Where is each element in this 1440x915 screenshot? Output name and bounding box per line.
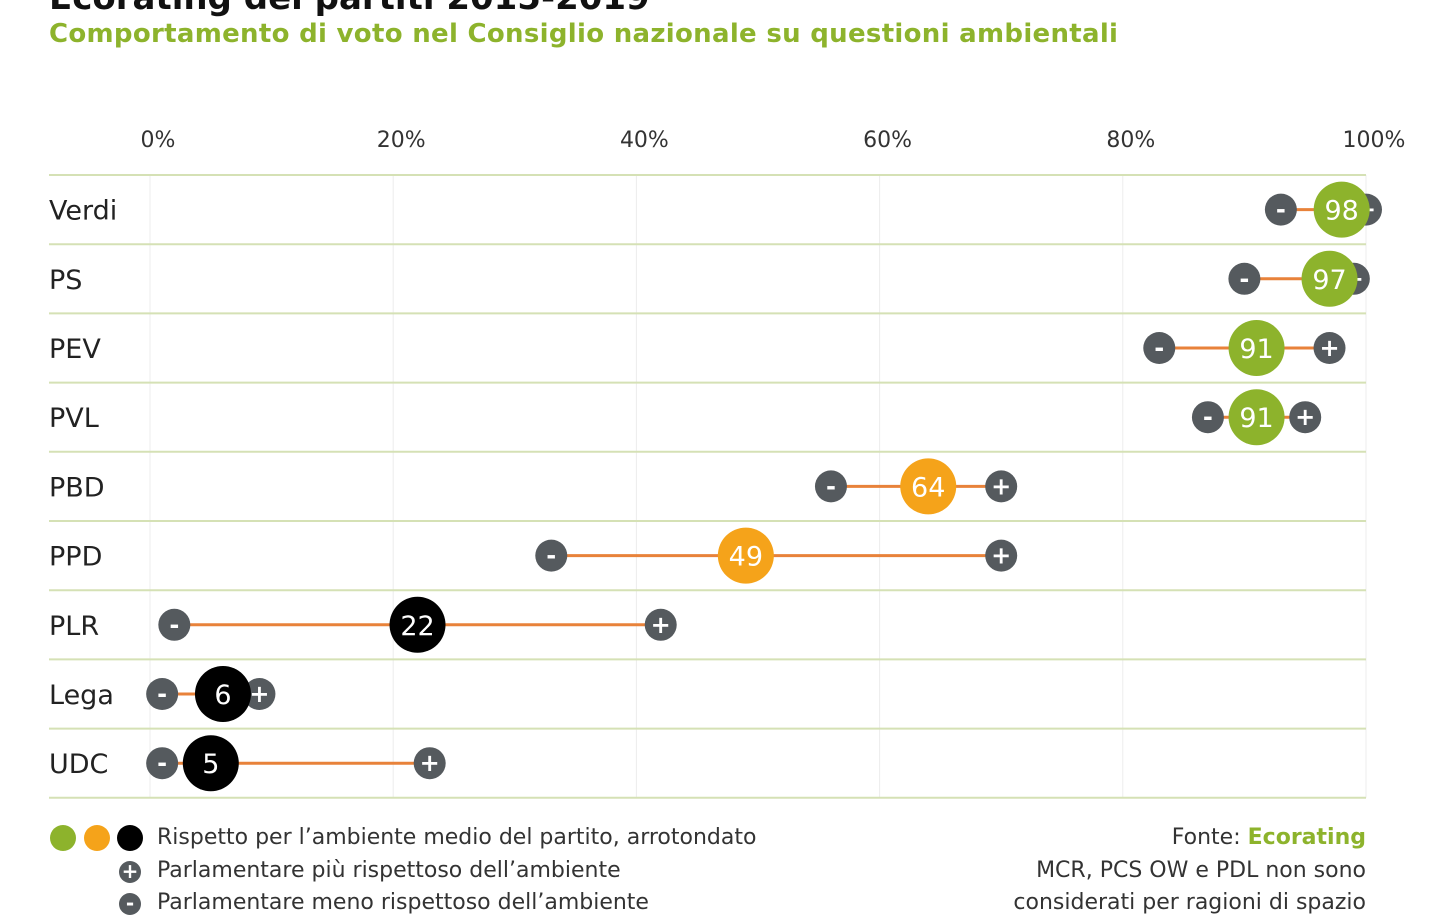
max-marker-symbol: + bbox=[1295, 403, 1315, 431]
max-marker bbox=[1313, 332, 1346, 364]
min-marker-symbol: - bbox=[1154, 334, 1164, 362]
legend-green-dot bbox=[50, 825, 76, 851]
max-marker-symbol: + bbox=[651, 611, 671, 639]
legend-black-dot bbox=[117, 825, 143, 851]
party-label: Verdi bbox=[49, 196, 117, 227]
minus-icon: - bbox=[119, 893, 141, 915]
max-marker bbox=[243, 678, 276, 710]
min-marker-symbol: - bbox=[157, 680, 167, 708]
chart-title: Ecorating dei partiti 2015-2019 bbox=[49, 0, 650, 18]
mean-dot bbox=[900, 458, 957, 515]
x-tick-label: 0% bbox=[141, 128, 176, 153]
max-marker-symbol: + bbox=[420, 749, 440, 777]
max-marker bbox=[985, 539, 1018, 572]
source: Fonte: Ecorating bbox=[1172, 825, 1366, 850]
mean-label: 91 bbox=[1239, 403, 1273, 434]
x-tick-label: 20% bbox=[377, 128, 426, 153]
mean-dot bbox=[194, 666, 251, 722]
source-brand-logo: Ecorating bbox=[1247, 825, 1366, 850]
party-label: PLR bbox=[49, 611, 99, 642]
chart-subtitle: Comportamento di voto nel Consiglio nazi… bbox=[49, 19, 1119, 49]
max-marker-symbol: + bbox=[991, 472, 1011, 500]
min-marker-symbol: - bbox=[157, 749, 167, 777]
x-tick-label: 80% bbox=[1106, 128, 1155, 153]
plus-icon: + bbox=[119, 861, 141, 883]
mean-dot bbox=[1228, 320, 1285, 376]
max-marker bbox=[1289, 401, 1322, 434]
mean-label: 98 bbox=[1325, 196, 1359, 227]
min-marker bbox=[146, 747, 179, 780]
min-marker-symbol: - bbox=[1239, 265, 1249, 293]
party-label: UDC bbox=[49, 749, 108, 780]
mean-dot bbox=[717, 527, 774, 584]
x-tick-label: 40% bbox=[620, 128, 669, 153]
source-note-line2: considerati per ragioni di spazio bbox=[1013, 890, 1366, 915]
mean-dot bbox=[1301, 250, 1358, 307]
max-marker bbox=[644, 608, 677, 641]
min-marker-symbol: - bbox=[169, 611, 179, 639]
mean-dot bbox=[1313, 181, 1370, 238]
dot-range-chart: 0%20%40%60%80%100%Verdi+-98PS+-97PEV+-91… bbox=[49, 128, 1406, 799]
min-marker-symbol: - bbox=[546, 542, 556, 570]
legend-orange-dot bbox=[84, 825, 110, 851]
min-marker bbox=[1143, 332, 1176, 364]
source-note-line1: MCR, PCS OW e PDL non sono bbox=[1036, 858, 1366, 883]
x-tick-label: 100% bbox=[1343, 128, 1406, 153]
min-marker-symbol: - bbox=[1276, 196, 1286, 224]
min-marker-symbol: - bbox=[826, 472, 836, 500]
mean-label: 97 bbox=[1312, 265, 1346, 296]
min-marker bbox=[158, 608, 191, 641]
mean-label: 5 bbox=[202, 749, 219, 780]
party-label: PS bbox=[49, 265, 82, 296]
mean-label: 91 bbox=[1239, 334, 1273, 365]
min-marker bbox=[814, 470, 847, 503]
x-tick-label: 60% bbox=[863, 128, 912, 153]
party-label: PEV bbox=[49, 334, 101, 365]
legend-min-label: Parlamentare meno rispettoso dell’ambien… bbox=[157, 890, 649, 915]
min-marker bbox=[146, 678, 179, 710]
mean-label: 64 bbox=[911, 472, 945, 503]
max-marker-symbol: + bbox=[991, 542, 1011, 570]
party-label: PVL bbox=[49, 403, 99, 434]
party-label: Lega bbox=[49, 680, 114, 711]
mean-label: 6 bbox=[214, 680, 231, 711]
min-marker bbox=[1228, 262, 1261, 295]
legend-max-label: Parlamentare più rispettoso dell’ambient… bbox=[157, 858, 621, 883]
mean-dot bbox=[1228, 389, 1285, 446]
party-label: PPD bbox=[49, 542, 102, 573]
source-label: Fonte: bbox=[1171, 825, 1241, 850]
mean-dot bbox=[182, 735, 239, 792]
legend-mean-label: Rispetto per l’ambiente medio del partit… bbox=[157, 825, 757, 850]
min-marker bbox=[1191, 401, 1224, 434]
mean-label: 49 bbox=[729, 542, 763, 573]
mean-label: 22 bbox=[400, 611, 434, 642]
max-marker bbox=[985, 470, 1018, 503]
min-marker bbox=[535, 539, 568, 572]
mean-dot bbox=[389, 596, 446, 653]
party-label: PBD bbox=[49, 472, 105, 503]
min-marker-symbol: - bbox=[1203, 403, 1213, 431]
max-marker-symbol: + bbox=[1319, 334, 1339, 362]
max-marker-symbol: + bbox=[249, 680, 269, 708]
min-marker bbox=[1264, 193, 1297, 226]
max-marker bbox=[413, 747, 446, 780]
